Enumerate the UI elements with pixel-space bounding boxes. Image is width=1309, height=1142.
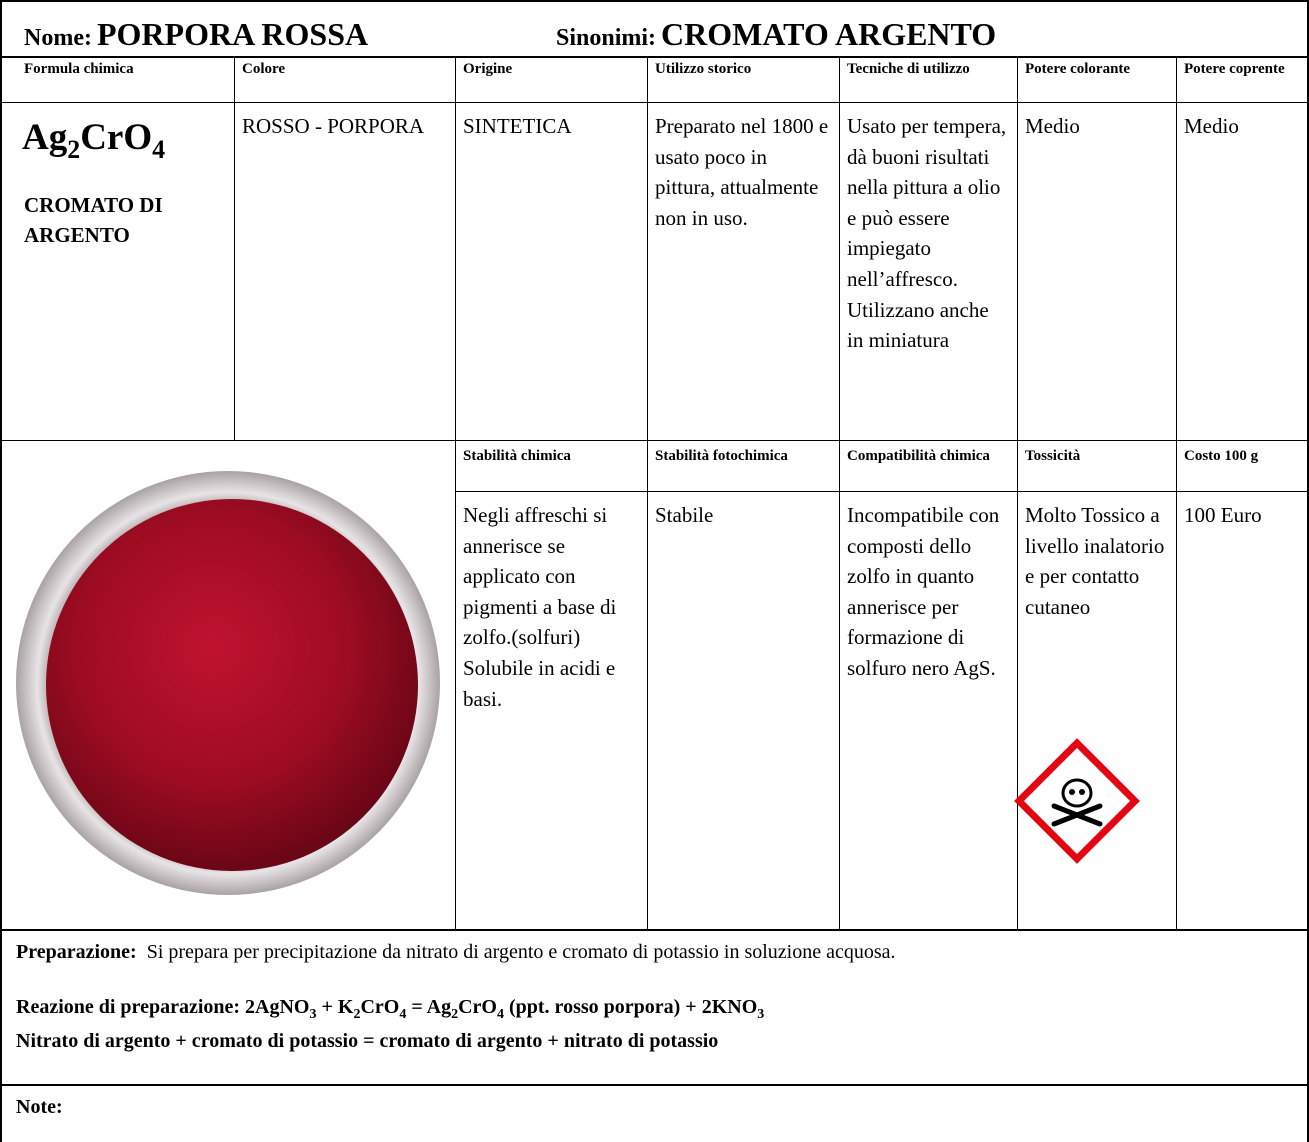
- column-header: Tossicità: [1025, 448, 1081, 464]
- preparation-label: Preparazione:: [16, 941, 137, 963]
- column-header: Potere coprente: [1184, 61, 1285, 77]
- column-header: Stabilità chimica: [463, 448, 571, 464]
- border: [0, 0, 2, 1142]
- reaction: Reazione di preparazione: 2AgNO3 + K2CrO…: [16, 995, 764, 1021]
- border: [1307, 0, 1309, 1142]
- reaction-label: Reazione di preparazione:: [16, 996, 241, 1018]
- subscript: 3: [309, 1006, 317, 1022]
- text-run: = Ag: [406, 996, 452, 1018]
- cell-text: Medio: [1025, 114, 1080, 138]
- rule: [0, 1084, 1309, 1086]
- subscript: 4: [152, 135, 166, 165]
- rule: [0, 56, 1309, 58]
- text-run: Ag: [22, 117, 68, 158]
- title-row: Nome: PORPORA ROSSA: [24, 18, 368, 51]
- text-run: + K: [316, 996, 354, 1018]
- text-run: CrO: [458, 996, 497, 1018]
- cell-text: ROSSO - PORPORA: [242, 114, 425, 138]
- cell-text: Medio: [1184, 114, 1239, 138]
- column-header: Colore: [242, 61, 286, 77]
- rule: [0, 440, 1309, 441]
- rule: [0, 102, 1309, 103]
- cell-text: 100 Euro: [1184, 503, 1262, 527]
- column-header: Costo 100 g: [1184, 448, 1259, 464]
- cell-text: SINTETICA: [463, 114, 572, 138]
- title-row: Sinonimi: CROMATO ARGENTO: [556, 18, 996, 51]
- subscript: 2: [451, 1006, 459, 1022]
- formula-name: CROMATO DI ARGENTO: [24, 193, 163, 247]
- preparation: Preparazione: Si prepara per precipitazi…: [16, 940, 896, 964]
- rule: [1176, 57, 1177, 930]
- column-header: Compatibilità chimica: [847, 448, 990, 464]
- synonyms-label: Sinonimi:: [556, 25, 657, 51]
- rule: [839, 57, 840, 930]
- notes-label: Note:: [16, 1096, 63, 1118]
- preparation-text: Si prepara per precipitazione da nitrato…: [146, 941, 896, 963]
- cell-text: Incompatibile con composti dello zolfo i…: [847, 503, 1000, 680]
- rule: [0, 929, 1309, 931]
- toxic-pictogram: [1014, 738, 1140, 864]
- cell-text: Usato per tempera, dà buoni risultati ne…: [847, 114, 1007, 353]
- text-run: CrO: [360, 996, 400, 1018]
- subscript: 2: [353, 1006, 361, 1022]
- column-header: Stabilità fotochimica: [655, 448, 788, 464]
- cell-text: Negli affreschi si annerisce se applicat…: [463, 503, 617, 711]
- cell-text: Molto Tossico a livello inalatorio e per…: [1025, 503, 1165, 619]
- text-run: CrO: [80, 117, 153, 158]
- column-header: Utilizzo storico: [655, 61, 752, 77]
- border: [0, 0, 1309, 2]
- subscript: 3: [757, 1006, 765, 1022]
- rule: [1017, 57, 1018, 930]
- column-header: Origine: [463, 61, 513, 77]
- equation: 2AgNO3 + K2CrO4 = Ag2CrO4 (ppt. rosso po…: [245, 996, 764, 1021]
- cell-text: Stabile: [655, 503, 714, 527]
- name-label: Nome:: [24, 25, 92, 51]
- subscript: 2: [67, 135, 81, 165]
- subscript: 4: [399, 1006, 407, 1022]
- rule: [455, 491, 1309, 492]
- column-header: Formula chimica: [24, 61, 134, 77]
- column-header: Potere colorante: [1025, 61, 1131, 77]
- name: PORPORA ROSSA: [96, 16, 369, 52]
- rule: [234, 57, 235, 441]
- synonyms: CROMATO ARGENTO: [661, 16, 997, 52]
- subscript: 4: [496, 1006, 504, 1022]
- column-header: Tecniche di utilizzo: [847, 61, 970, 77]
- rule: [647, 57, 648, 930]
- rule: [455, 57, 456, 930]
- formula: Ag2CrO4: [14, 112, 232, 163]
- text-run: 2AgNO: [245, 996, 310, 1018]
- reaction-words: Nitrato di argento + cromato di potassio…: [16, 1030, 719, 1052]
- pigment-photo: [16, 471, 440, 895]
- text-run: (ppt. rosso porpora) + 2KNO: [503, 996, 758, 1018]
- cell-text: Preparato nel 1800 e usato poco in pittu…: [655, 114, 829, 230]
